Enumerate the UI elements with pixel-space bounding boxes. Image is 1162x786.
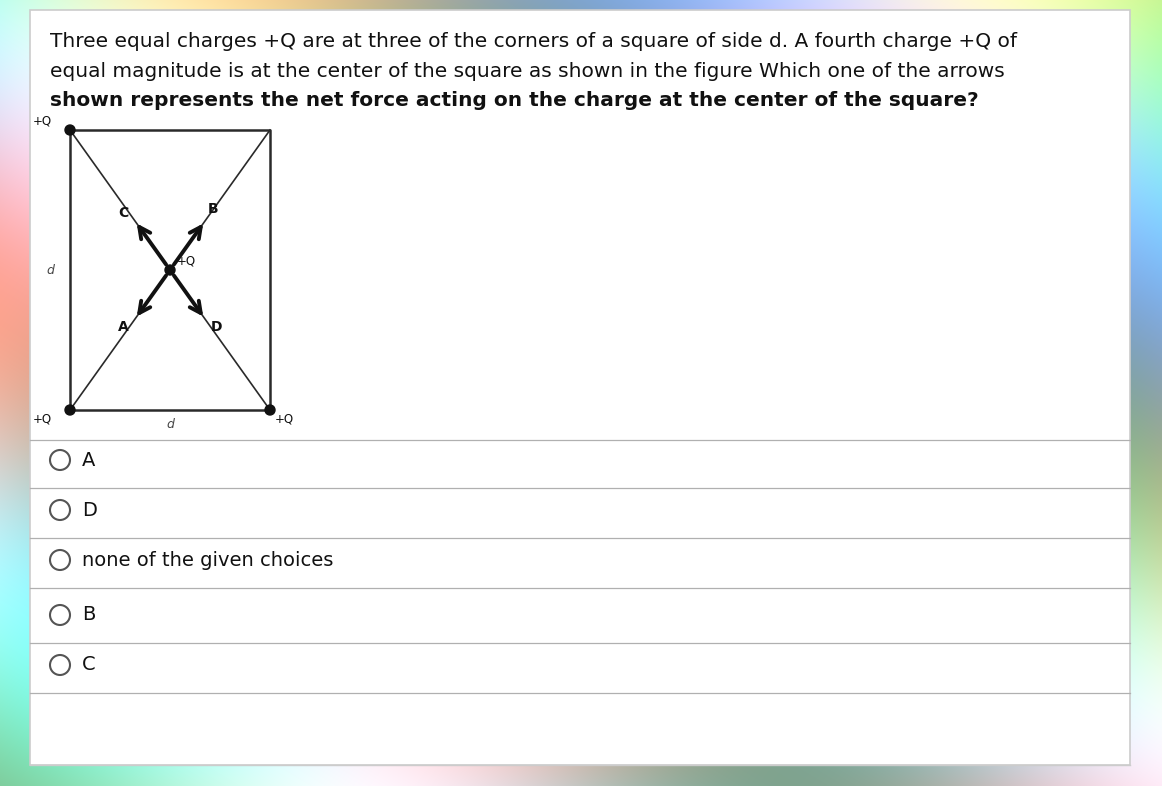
Circle shape (65, 125, 76, 135)
Text: A: A (117, 320, 129, 334)
Text: none of the given choices: none of the given choices (83, 550, 333, 570)
Text: A: A (83, 450, 95, 469)
Text: equal magnitude is at the center of the square as shown in the figure Which one : equal magnitude is at the center of the … (50, 62, 1005, 81)
Text: Three equal charges +Q are at three of the corners of a square of side d. A four: Three equal charges +Q are at three of t… (50, 32, 1017, 51)
Text: +Q: +Q (177, 254, 196, 267)
Text: D: D (83, 501, 96, 520)
Circle shape (165, 265, 175, 275)
Circle shape (265, 405, 275, 415)
Text: shown represents the net force acting on the charge at the center of the square?: shown represents the net force acting on… (50, 91, 978, 111)
Text: C: C (83, 656, 95, 674)
Text: C: C (119, 206, 128, 220)
Text: d: d (46, 263, 53, 277)
Text: +Q: +Q (275, 413, 294, 426)
Circle shape (65, 405, 76, 415)
Text: B: B (83, 605, 95, 625)
Text: +Q: +Q (33, 114, 52, 127)
Text: d: d (166, 417, 174, 431)
FancyBboxPatch shape (30, 10, 1129, 765)
Text: +Q: +Q (33, 413, 52, 426)
Text: B: B (208, 202, 218, 216)
Text: D: D (211, 320, 223, 334)
